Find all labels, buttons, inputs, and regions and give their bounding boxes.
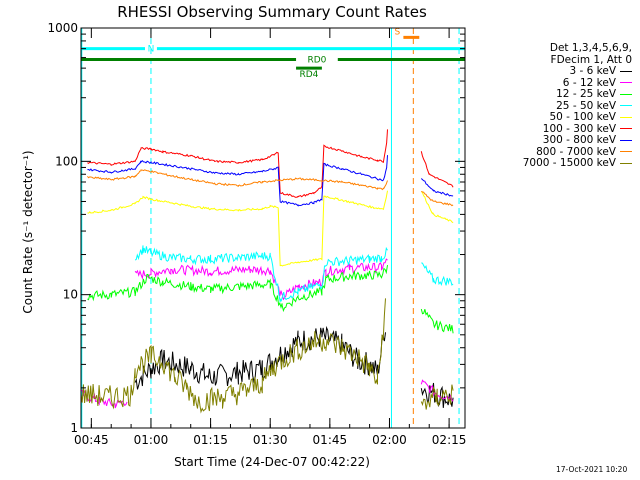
series-line-8 (80, 298, 454, 414)
legend-label: 3 - 6 keV (569, 65, 616, 77)
y-tick-label-3: 1000 (47, 21, 78, 35)
series-line-2 (87, 265, 454, 334)
series-line-5 (87, 129, 454, 198)
legend-swatch (620, 105, 632, 106)
legend-entry: 25 - 50 keV (482, 99, 632, 113)
legend-entry: 6 - 12 keV (482, 76, 632, 90)
legend-swatch (620, 128, 632, 129)
generated-date: 17-Oct-2021 10:20 (556, 465, 628, 474)
legend-header-line-2: FDecim 1, Att 0 (550, 53, 632, 66)
x-tick-label-3: 01:30 (253, 433, 288, 447)
legend: Det 1,3,4,5,6,9, FDecim 1, Att 0 3 - 6 k… (482, 42, 632, 170)
legend-label: 25 - 50 keV (556, 99, 616, 112)
series-line-7 (87, 169, 454, 207)
y-tick-label-2: 100 (55, 154, 78, 168)
x-tick-label-6: 02:15 (432, 433, 467, 447)
series-line-6 (87, 155, 454, 207)
legend-entry: 300 - 800 keV (482, 134, 632, 147)
legend-entry: 3 - 6 keV (482, 65, 632, 78)
legend-entries: 3 - 6 keV 6 - 12 keV 12 - 25 keV 25 - 50 ke… (482, 65, 632, 170)
x-tick-label-1: 01:00 (134, 433, 169, 447)
series-line-0 (134, 325, 454, 408)
legend-label: 100 - 300 keV (542, 122, 616, 135)
axes: 00:45 01:00 01:15 01:30 01:45 02:00 02:15 1 10 10… (47, 21, 466, 447)
legend-header-line-1: Det 1,3,4,5,6,9, (549, 42, 632, 54)
legend-label: 12 - 25 keV (556, 88, 616, 100)
y-axis-label: Count Rate (s⁻¹ detector⁻¹) (21, 150, 35, 313)
legend-label: 6 - 12 keV (562, 76, 616, 89)
legend-swatch (620, 162, 632, 164)
x-tick-label-2: 01:15 (193, 433, 228, 447)
x-tick-label-5: 02:00 (372, 433, 407, 447)
legend-entry: 12 - 25 keV (482, 88, 632, 101)
series-line-3 (134, 245, 454, 303)
x-tick-label-0: 00:45 (74, 433, 109, 447)
legend-swatch (620, 139, 632, 141)
legend-label: 50 - 100 keV (549, 111, 616, 123)
series-line-4 (87, 190, 454, 267)
legend-swatch (620, 70, 632, 72)
flag-label-1: RD0 (307, 56, 326, 66)
plot-frame (80, 27, 466, 429)
flag-label-3: S (395, 27, 401, 37)
legend-swatch (620, 151, 632, 152)
flag-label-2: RD4 (300, 70, 319, 80)
x-axis-label: Start Time (24-Dec-07 00:42:22) (174, 455, 370, 469)
y-tick-label-1: 10 (63, 288, 78, 302)
y-tick-label-0: 1 (70, 421, 78, 435)
legend-label: 7000 - 15000 keV (522, 157, 616, 169)
flag-label-0: N (148, 45, 155, 55)
legend-swatch (620, 82, 632, 83)
legend-swatch (620, 116, 632, 118)
legend-entry: 7000 - 15000 keV (482, 157, 632, 170)
legend-entry: 800 - 7000 keV (482, 145, 632, 159)
legend-label: 800 - 7000 keV (536, 145, 616, 158)
plot-area: N RD0 RD4 S (80, 27, 465, 428)
chart-title: RHESSI Observing Summary Count Rates (117, 3, 427, 21)
legend-swatch (620, 93, 632, 95)
legend-label: 300 - 800 keV (542, 134, 616, 146)
legend-entry: 50 - 100 keV (482, 111, 632, 124)
legend-entry: 100 - 300 keV (482, 122, 632, 136)
x-tick-label-4: 01:45 (313, 433, 348, 447)
